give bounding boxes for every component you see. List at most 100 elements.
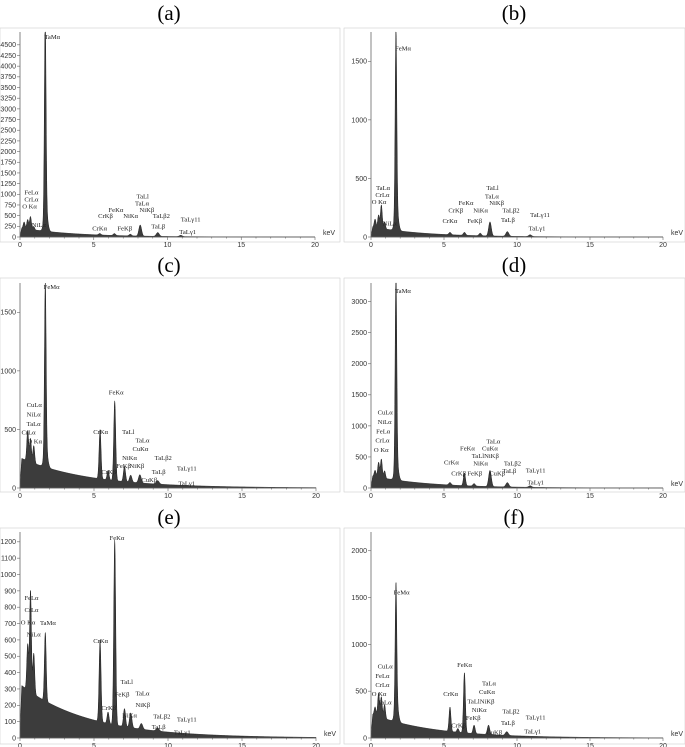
peak-label: TaMα	[395, 288, 411, 295]
x-tick-label: 0	[369, 743, 373, 747]
peak-label: TaMα	[44, 34, 60, 41]
y-tick-label: 700	[4, 621, 16, 628]
y-tick-label: 1500	[0, 170, 16, 177]
x-tick-label: 5	[442, 743, 446, 747]
x-tick-label: 5	[442, 493, 446, 500]
peak-label: TaLβ	[501, 720, 516, 727]
peak-label: TaLβ2	[502, 207, 519, 214]
peak-label: FeKα	[109, 389, 124, 396]
panel-label: (d)	[502, 253, 527, 277]
peak-label: TaLβ2	[502, 709, 519, 716]
peak-label: FeKα	[460, 446, 475, 453]
peak-label: TaLα	[135, 200, 150, 207]
peak-label: CrKβ	[451, 723, 466, 730]
peak-label: NiLα	[27, 412, 42, 419]
peak-label: TaLl	[486, 185, 499, 192]
peak-label: FeKβ	[467, 471, 482, 478]
peak-label: CrKα	[92, 226, 107, 233]
peak-label: TaLβ	[502, 468, 517, 475]
peak-label: NiKα	[123, 213, 138, 220]
peak-label: CrLα	[375, 682, 390, 689]
x-axis-label: keV	[671, 230, 683, 237]
panel-frame	[343, 27, 685, 243]
peak-label: CuKα	[482, 446, 498, 453]
x-tick-label: 15	[586, 743, 594, 747]
peak-label: CuKβ	[486, 729, 502, 736]
x-tick-label: 10	[513, 242, 521, 249]
peak-label: CuKα	[479, 689, 495, 696]
panel-label: (f)	[504, 505, 525, 529]
y-tick-label: 2000	[351, 361, 367, 368]
panel-label: (c)	[157, 253, 180, 277]
y-tick-label: 250	[4, 224, 16, 231]
y-tick-label: 400	[4, 670, 16, 677]
y-tick-label: 600	[4, 637, 16, 644]
peak-label: O Kα	[374, 447, 389, 454]
y-tick-label: 1000	[0, 572, 16, 579]
peak-label: NiKα	[473, 461, 488, 468]
peak-label: TaLl	[122, 429, 135, 436]
x-tick-label: 15	[586, 493, 594, 500]
peak-label: CuKβ	[141, 477, 157, 484]
peak-label: FeKβ	[467, 218, 482, 225]
x-tick-label: 20	[659, 493, 667, 500]
y-tick-label: 0	[12, 485, 16, 492]
peak-label: TaLγ1	[524, 728, 541, 735]
y-tick-label: 0	[12, 735, 16, 742]
y-tick-label: 3500	[0, 85, 16, 92]
y-tick-label: 4500	[0, 42, 16, 49]
peak-label: TaLα	[376, 185, 391, 192]
peak-label: CrKβ	[448, 207, 463, 214]
peak-label: CuLα	[27, 402, 43, 409]
y-tick-label: 750	[4, 202, 16, 209]
y-tick-label: 1500	[0, 310, 16, 317]
x-tick-label: 0	[369, 242, 373, 249]
x-tick-label: 20	[659, 743, 667, 747]
x-tick-label: 0	[369, 493, 373, 500]
peak-label: TaLlNiKβ	[467, 698, 495, 705]
x-tick-label: 20	[311, 242, 319, 249]
x-tick-label: 20	[312, 743, 320, 747]
peak-label: NiLα	[383, 220, 398, 227]
spectrum-area	[370, 582, 664, 739]
peak-label: CuLα	[378, 664, 394, 671]
y-tick-label: 2000	[0, 149, 16, 156]
x-tick-label: 10	[164, 242, 172, 249]
peak-label: TaLl	[121, 679, 134, 686]
peak-label: TaLα	[482, 681, 497, 688]
peak-label: O Kα	[27, 438, 42, 445]
spectrum-area	[19, 540, 317, 739]
y-tick-label: 1000	[0, 368, 16, 375]
y-tick-label: 500	[4, 427, 16, 434]
peak-label: CrLα	[24, 197, 39, 204]
peak-label: CrKα	[93, 429, 108, 436]
peak-label: TaLγ11	[177, 465, 197, 472]
peak-label: TaLα	[135, 437, 150, 444]
y-tick-label: 2500	[0, 128, 16, 135]
y-tick-label: 3000	[0, 106, 16, 113]
peak-label: TaLγ11	[526, 467, 546, 474]
peak-label: FeKα	[459, 200, 474, 207]
panel-label: (e)	[157, 505, 180, 529]
y-tick-label: 1500	[351, 595, 367, 602]
panel-label: (b)	[502, 1, 527, 25]
x-tick-label: 5	[92, 743, 96, 747]
y-tick-label: 800	[4, 605, 16, 612]
peak-label: CrKβ	[101, 705, 116, 712]
peak-label: FeKα	[110, 535, 125, 542]
panel-frame	[343, 527, 685, 745]
x-tick-label: 15	[238, 493, 246, 500]
peak-label: NiKα	[122, 455, 137, 462]
peak-label: FeLα	[24, 190, 39, 197]
peak-label: TaLγ11	[181, 217, 201, 224]
peak-label: CrKα	[443, 218, 458, 225]
peak-label: TaLγ11	[530, 212, 550, 219]
y-tick-label: 3250	[0, 96, 16, 103]
x-tick-label: 10	[164, 743, 172, 747]
y-tick-label: 3750	[0, 74, 16, 81]
peak-label: TaMα	[40, 620, 56, 627]
x-tick-label: 20	[312, 493, 320, 500]
peak-label: TaLβ	[151, 223, 166, 230]
peak-label: FeMα	[394, 590, 410, 597]
